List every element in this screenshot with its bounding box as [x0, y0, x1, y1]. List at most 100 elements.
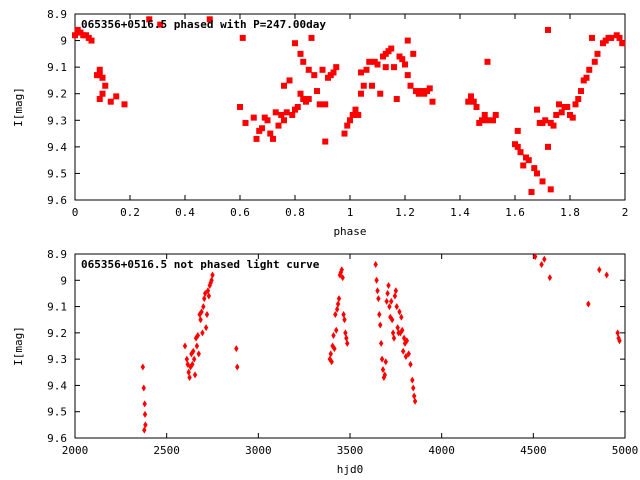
data-point	[99, 74, 106, 81]
data-point	[389, 316, 395, 324]
data-point	[378, 339, 384, 347]
data-point	[406, 350, 411, 358]
data-point	[531, 165, 538, 172]
data-point	[286, 77, 293, 84]
data-point	[96, 66, 103, 73]
data-point	[191, 347, 196, 355]
data-point	[412, 397, 418, 405]
data-point	[376, 295, 381, 303]
data-point	[380, 366, 386, 374]
data-point	[385, 289, 390, 297]
data-point	[182, 342, 188, 350]
y-tick-label: 8.9	[47, 8, 67, 21]
data-point	[205, 287, 211, 295]
y-axis-label: I[mag]	[12, 87, 25, 127]
data-point	[278, 111, 285, 118]
y-tick-label: 9.2	[47, 327, 67, 340]
x-tick-label: 2500	[153, 444, 180, 457]
data-point	[386, 282, 391, 290]
data-point	[377, 90, 384, 97]
data-point	[281, 82, 287, 89]
x-tick-label: 4000	[428, 444, 455, 457]
data-point	[514, 143, 521, 150]
data-point	[203, 324, 209, 332]
data-point	[190, 360, 195, 368]
data-point	[207, 282, 212, 290]
data-point	[583, 74, 590, 81]
data-point	[408, 360, 413, 368]
x-tick-label: 0.6	[230, 206, 250, 219]
unphased-light-curve-panel: 2000 2500 3000 3500 4000 4500 5000 8.9 9 9.1 9.2 9.…	[12, 248, 638, 476]
data-point	[191, 355, 197, 363]
data-point	[188, 363, 193, 371]
data-point	[532, 253, 538, 261]
data-point	[270, 135, 276, 142]
data-point	[615, 329, 620, 337]
chart-title: 065356+0516.5 phased with P=247.00day	[81, 18, 326, 31]
data-point	[514, 127, 521, 134]
data-point	[470, 98, 477, 105]
data-point	[429, 98, 436, 105]
data-point	[202, 295, 207, 303]
data-point	[517, 149, 524, 156]
data-point	[322, 101, 329, 108]
data-point	[102, 82, 109, 89]
data-point	[199, 308, 204, 316]
data-point	[473, 104, 480, 110]
x-tick-label: 4500	[520, 444, 547, 457]
data-point	[345, 339, 350, 347]
data-point	[542, 117, 549, 124]
data-point	[373, 261, 378, 269]
data-point	[388, 45, 395, 52]
data-point	[349, 111, 356, 118]
x-tick-label: 1.6	[505, 206, 525, 219]
data-point	[363, 66, 370, 73]
data-point	[619, 40, 626, 47]
data-point	[340, 274, 345, 282]
data-point	[410, 376, 415, 384]
data-point	[140, 363, 146, 371]
data-point	[465, 98, 472, 105]
data-point	[400, 326, 405, 334]
data-point	[72, 32, 78, 39]
data-point	[479, 117, 485, 124]
data-point	[404, 37, 411, 44]
data-point	[99, 90, 106, 97]
data-point	[384, 297, 389, 305]
data-point	[575, 96, 582, 103]
data-point	[378, 321, 383, 329]
data-point	[426, 85, 433, 92]
data-point	[142, 426, 147, 434]
data-point	[96, 96, 103, 103]
data-point	[344, 334, 349, 342]
data-point	[185, 360, 190, 368]
data-point	[556, 101, 562, 108]
data-point	[157, 21, 164, 28]
data-point	[206, 16, 213, 23]
data-point	[297, 90, 304, 97]
data-point	[360, 82, 367, 89]
x-tick-label: 2000	[62, 444, 89, 457]
data-point	[394, 303, 399, 311]
x-tick-label: 1.4	[450, 206, 470, 219]
data-point	[281, 117, 287, 124]
data-point	[339, 266, 344, 274]
data-point	[594, 50, 601, 57]
data-point	[342, 316, 347, 324]
x-tick-label: 0.4	[175, 206, 195, 219]
data-point	[305, 96, 312, 103]
data-point	[374, 61, 381, 68]
data-point	[347, 117, 353, 124]
data-point	[239, 34, 246, 41]
data-point	[358, 90, 364, 97]
data-point	[589, 34, 595, 41]
x-tick-label: 1.8	[560, 206, 580, 219]
data-point	[305, 66, 312, 73]
data-point	[107, 98, 114, 105]
data-point	[253, 135, 260, 142]
data-point	[481, 111, 488, 118]
data-point	[308, 34, 315, 41]
x-tick-label: 3500	[337, 444, 364, 457]
data-point	[195, 331, 201, 339]
